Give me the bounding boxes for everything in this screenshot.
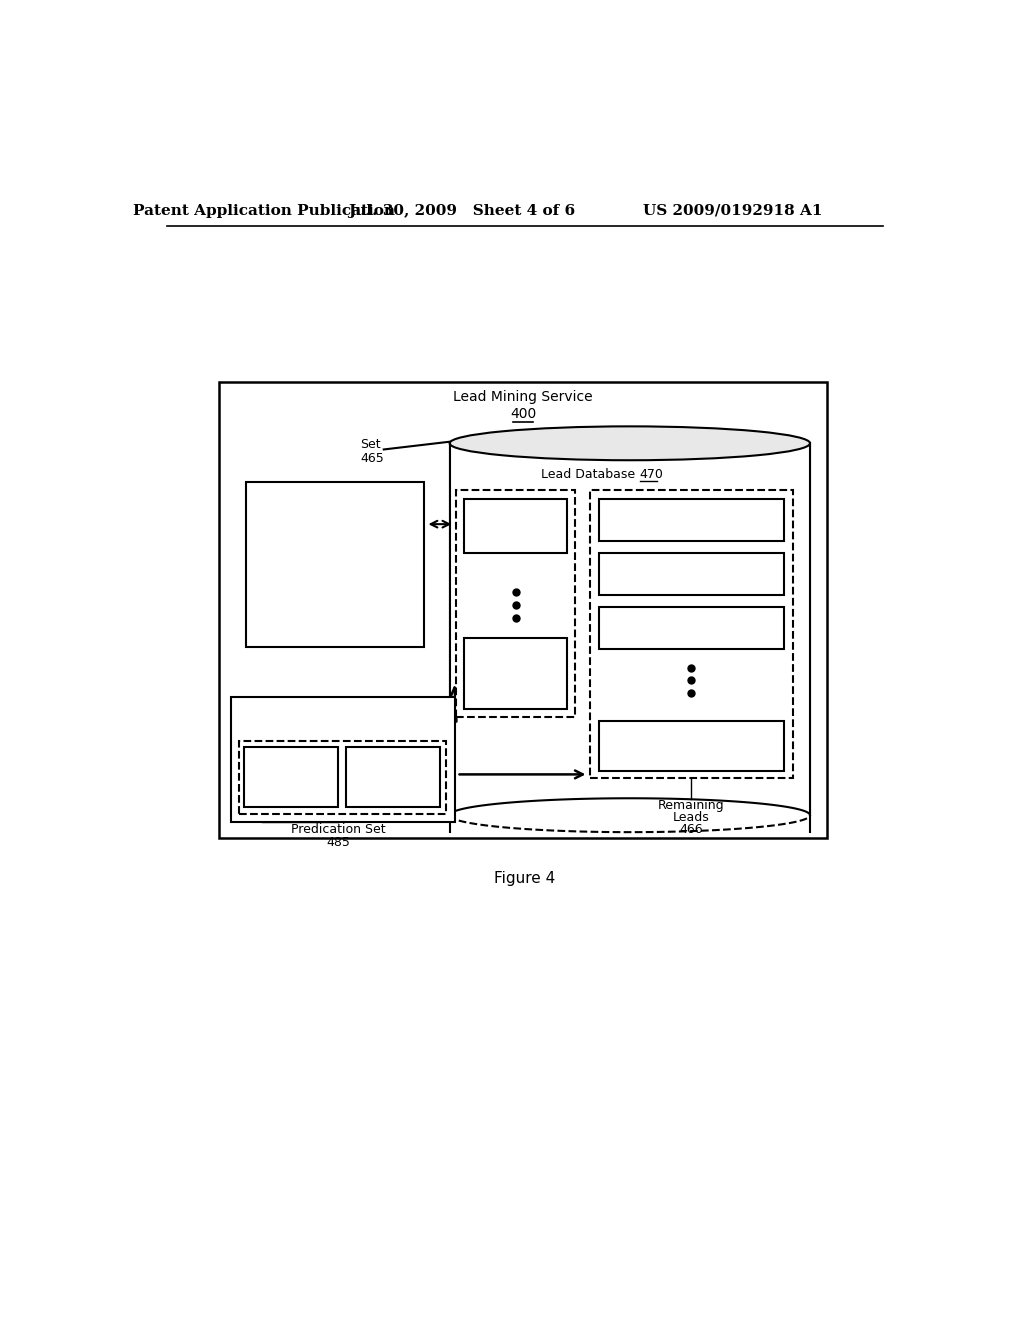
Text: etc...: etc... xyxy=(260,587,292,601)
Text: Lead: Lead xyxy=(256,770,290,783)
Text: 475-2: 475-2 xyxy=(690,568,726,581)
Text: 475-3: 475-3 xyxy=(392,770,428,783)
FancyBboxPatch shape xyxy=(239,742,445,814)
Text: Lead: Lead xyxy=(479,513,514,527)
Text: 471-1: 471-1 xyxy=(514,513,550,527)
Bar xyxy=(599,499,783,541)
Text: 475-1: 475-1 xyxy=(690,513,726,527)
FancyBboxPatch shape xyxy=(456,490,575,717)
Text: 400: 400 xyxy=(510,407,537,421)
Text: Analytics Engine: Analytics Engine xyxy=(291,705,395,718)
Bar xyxy=(599,721,783,771)
Text: Rule 2: Rule 2 xyxy=(260,554,299,566)
Text: 485: 485 xyxy=(327,836,350,849)
Text: Figure 4: Figure 4 xyxy=(495,871,555,886)
FancyBboxPatch shape xyxy=(590,490,793,779)
Text: Lead Database: Lead Database xyxy=(542,467,640,480)
Text: Set: Set xyxy=(360,438,381,451)
Text: Lead: Lead xyxy=(655,739,690,752)
Text: US 2009/0192918 A1: US 2009/0192918 A1 xyxy=(643,203,822,218)
Text: Lead: Lead xyxy=(655,622,690,634)
Text: Lead: Lead xyxy=(479,661,514,675)
Bar xyxy=(464,638,567,709)
Text: Patent Application Publication: Patent Application Publication xyxy=(133,203,394,218)
Ellipse shape xyxy=(450,426,810,461)
Text: Lead Mining Service: Lead Mining Service xyxy=(454,391,593,404)
Bar xyxy=(464,499,567,553)
Text: Rule 1: Rule 1 xyxy=(260,537,299,550)
Text: 466: 466 xyxy=(680,824,703,837)
Text: Policy: Policy xyxy=(291,491,331,504)
Bar xyxy=(246,482,424,647)
Bar xyxy=(219,381,827,838)
Text: 460: 460 xyxy=(331,491,354,504)
Text: 475-3: 475-3 xyxy=(690,622,726,634)
Text: Lead: Lead xyxy=(357,770,392,783)
Text: Jul. 30, 2009   Sheet 4 of 6: Jul. 30, 2009 Sheet 4 of 6 xyxy=(348,203,574,218)
Text: Closed: Closed xyxy=(495,673,537,686)
Bar xyxy=(599,607,783,649)
Bar xyxy=(346,747,440,807)
Bar xyxy=(450,444,810,816)
Text: 470: 470 xyxy=(640,467,664,480)
Text: 480: 480 xyxy=(331,719,355,733)
Text: Lead: Lead xyxy=(655,513,690,527)
Text: Rule 3: Rule 3 xyxy=(260,570,299,583)
Text: 475-N: 475-N xyxy=(690,739,728,752)
Text: Lead: Lead xyxy=(655,568,690,581)
Text: Leads: Leads xyxy=(673,810,710,824)
Bar xyxy=(231,697,455,822)
Bar xyxy=(599,553,783,595)
Text: 471-N: 471-N xyxy=(514,661,552,675)
Bar xyxy=(245,747,338,807)
Text: Closed: Closed xyxy=(495,525,537,539)
Text: 475-1: 475-1 xyxy=(290,770,326,783)
Text: 465: 465 xyxy=(360,453,384,465)
Text: Remaining: Remaining xyxy=(658,799,725,812)
Text: Predication Set: Predication Set xyxy=(291,824,386,837)
